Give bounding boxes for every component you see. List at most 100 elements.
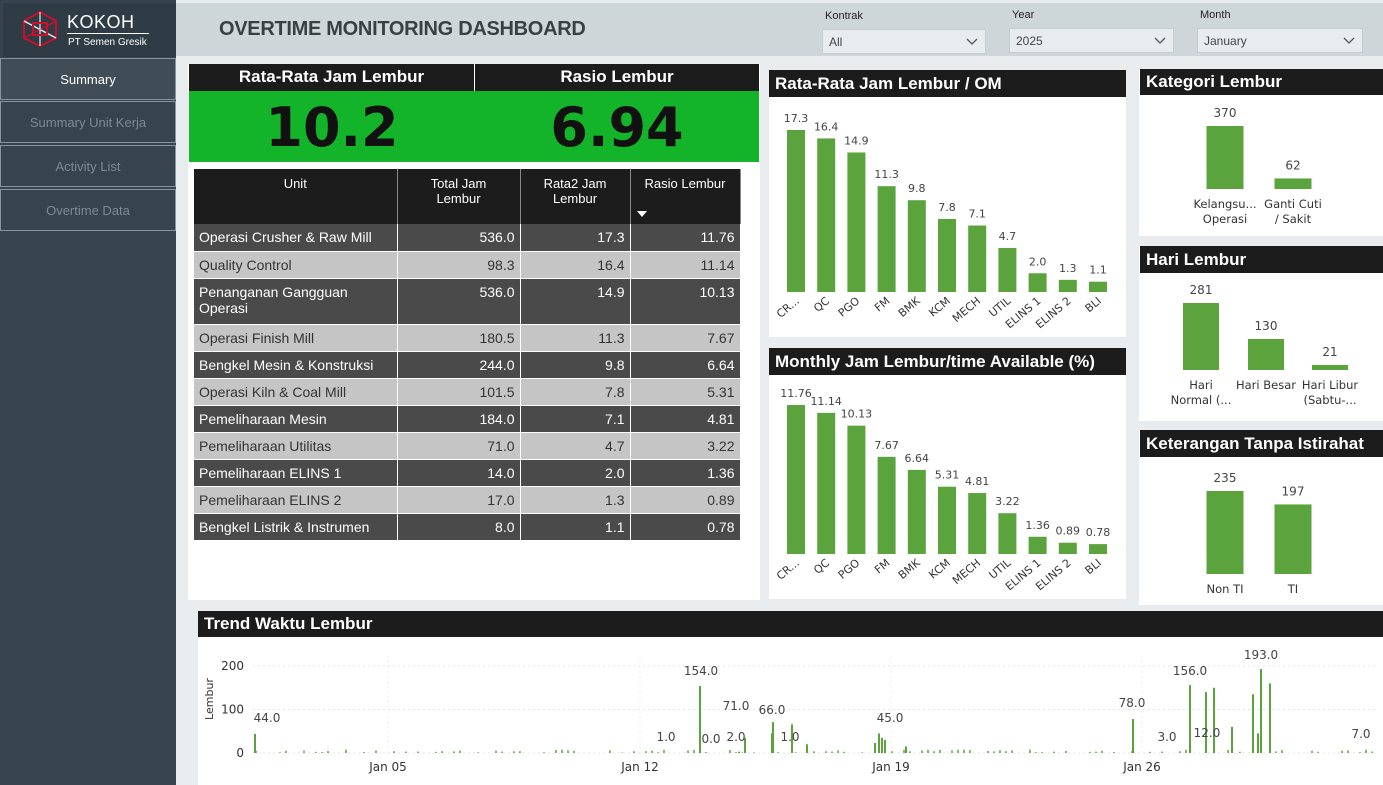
chevron-down-icon <box>1343 37 1355 44</box>
table-row[interactable]: Pemeliharaan ELINS 1 14.0 2.0 1.36 <box>194 459 741 487</box>
kpi-ratio-value: 6.94 <box>550 96 684 159</box>
unit-cell: Bengkel Mesin & Konstruksi <box>194 351 398 379</box>
bar <box>787 130 805 292</box>
kpi-avg-value: 10.2 <box>265 96 399 159</box>
bar <box>847 152 866 292</box>
year-filter-dropdown[interactable]: 2025 <box>1009 28 1174 53</box>
nav-overtime-data-button[interactable]: Overtime Data <box>0 189 176 231</box>
unit-cell: Penanganan Gangguan Operasi <box>194 278 398 325</box>
month-filter-value: January <box>1204 33 1247 48</box>
data-label: 4.81 <box>965 475 990 488</box>
x-tick-label: (Sabtu-... <box>1303 393 1356 407</box>
data-label: 71.0 <box>723 699 750 713</box>
kontrak-filter-dropdown[interactable]: All <box>822 29 986 54</box>
rasio-cell: 0.78 <box>630 513 741 541</box>
rasio-cell: 1.36 <box>630 459 741 487</box>
table-row[interactable]: Bengkel Listrik & Instrumen 8.0 1.1 0.78 <box>194 513 741 541</box>
data-label: 1.36 <box>1025 519 1050 532</box>
rata2-cell: 17.3 <box>520 224 631 252</box>
data-label: 4.7 <box>999 230 1017 243</box>
x-tick-label: FM <box>872 294 892 314</box>
rasio-cell: 7.67 <box>630 324 741 352</box>
x-tick-label: PGO <box>836 294 863 319</box>
year-filter-label: Year <box>1012 9 1035 21</box>
nav-activity-list-button[interactable]: Activity List <box>0 145 176 187</box>
brand-name: KOKOH <box>67 12 135 32</box>
page-title: OVERTIME MONITORING DASHBOARD <box>219 18 586 40</box>
data-label: 3.0 <box>1157 730 1176 744</box>
rata2-cell: 1.1 <box>520 513 631 541</box>
x-tick-label: FM <box>872 556 892 576</box>
col-header-rata2[interactable]: Rata2 Jam Lembur <box>520 169 631 224</box>
bar <box>907 200 926 292</box>
x-tick-label: Non TI <box>1207 582 1244 596</box>
data-label: 235 <box>1214 471 1237 485</box>
x-tick-label: Jan 05 <box>368 760 407 774</box>
data-label: 16.4 <box>814 120 839 133</box>
table-row[interactable]: Operasi Finish Mill 180.5 11.3 7.67 <box>194 324 741 352</box>
year-filter-value: 2025 <box>1016 33 1043 48</box>
bar <box>998 247 1017 292</box>
total-jam-cell: 244.0 <box>397 351 521 379</box>
col-header-total[interactable]: Total Jam Lembur <box>397 169 521 224</box>
table-row[interactable]: Quality Control 98.3 16.4 11.14 <box>194 251 741 279</box>
rasio-cell: 5.31 <box>630 378 741 406</box>
bar <box>1274 504 1312 574</box>
x-tick-label: QC <box>811 556 832 577</box>
x-tick-label: / Sakit <box>1275 212 1312 226</box>
table-row[interactable]: Operasi Kiln & Coal Mill 101.5 7.8 5.31 <box>194 378 741 406</box>
month-filter-dropdown[interactable]: January <box>1197 28 1363 53</box>
bar <box>907 469 926 554</box>
rasio-cell: 4.81 <box>630 405 741 433</box>
data-label: 1.3 <box>1059 262 1077 275</box>
keterangan-panel <box>1139 430 1383 605</box>
data-label: 45.0 <box>877 711 904 725</box>
data-label: 7.8 <box>938 201 956 214</box>
monthly-title: Monthly Jam Lembur/time Available (%) <box>769 348 1126 375</box>
bar <box>1248 339 1284 370</box>
rasio-cell: 11.14 <box>630 251 741 279</box>
bar <box>877 186 896 292</box>
table-row[interactable]: Bengkel Mesin & Konstruksi 244.0 9.8 6.64 <box>194 351 741 379</box>
unit-cell: Pemeliharaan ELINS 2 <box>194 486 398 514</box>
bar <box>968 493 987 554</box>
unit-cell: Pemeliharaan ELINS 1 <box>194 459 398 487</box>
x-tick-label: CR... <box>774 556 802 582</box>
rata2-cell: 11.3 <box>520 324 631 352</box>
table-row[interactable]: Penanganan Gangguan Operasi 536.0 14.9 10.1… <box>194 278 741 325</box>
x-tick-label: BMK <box>896 556 924 582</box>
x-tick-label: Hari Libur <box>1302 378 1358 392</box>
kontrak-filter-value: All <box>829 34 843 49</box>
col-header-unit[interactable]: Unit <box>194 169 398 224</box>
data-label: 197 <box>1282 484 1305 498</box>
keterangan-chart: 235 Non TI 197 TI <box>1206 471 1312 596</box>
data-label: 14.9 <box>844 134 869 147</box>
data-label: 154.0 <box>684 664 718 678</box>
table-row[interactable]: Pemeliharaan ELINS 2 17.0 1.3 0.89 <box>194 486 741 514</box>
rata2-cell: 14.9 <box>520 278 631 325</box>
data-label: 62 <box>1285 158 1300 172</box>
table-row[interactable]: Pemeliharaan Mesin 184.0 7.1 4.81 <box>194 405 741 433</box>
bar <box>938 218 956 292</box>
total-jam-cell: 536.0 <box>397 278 521 325</box>
nav-summary-unit-kerja-button[interactable]: Summary Unit Kerja <box>0 101 176 143</box>
bar <box>1206 491 1244 574</box>
nav-summary-button[interactable]: Summary <box>0 58 176 100</box>
col-header-rasio[interactable]: Rasio Lembur <box>630 169 741 224</box>
data-label: 11.3 <box>874 168 899 181</box>
table-row[interactable]: Operasi Crusher & Raw Mill 536.0 17.3 11.76 <box>194 224 741 252</box>
bar <box>1058 279 1077 292</box>
data-label: 10.13 <box>841 408 873 421</box>
bar <box>1089 544 1107 554</box>
rasio-cell: 10.13 <box>630 278 741 325</box>
kpi-ratio-label: Rasio Lembur <box>475 64 759 91</box>
data-label: 44.0 <box>254 711 281 725</box>
table-row[interactable]: Pemeliharaan Utilitas 71.0 4.7 3.22 <box>194 432 741 460</box>
kpi-values-band <box>189 91 759 162</box>
unit-cell: Pemeliharaan Utilitas <box>194 432 398 460</box>
header-bar <box>176 3 1383 56</box>
y-tick-label: 100 <box>221 703 244 717</box>
avg-om-title: Rata-Rata Jam Lembur / OM <box>769 70 1126 97</box>
data-label: 3.22 <box>995 495 1020 508</box>
